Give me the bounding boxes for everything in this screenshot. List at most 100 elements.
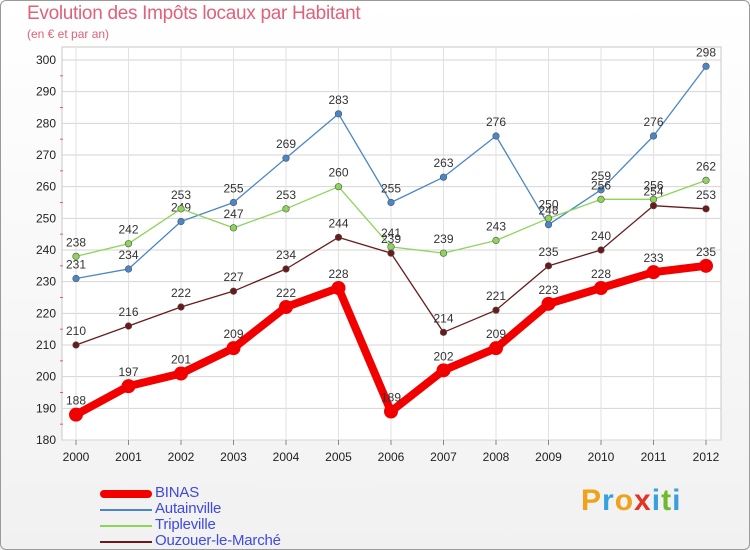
legend-item-binas: BINAS — [100, 484, 340, 502]
data-label-binas: 209 — [223, 327, 243, 341]
data-label-autainville: 283 — [328, 93, 348, 107]
x-tick-label: 2009 — [535, 450, 562, 464]
data-label-binas: 201 — [171, 353, 191, 367]
data-label-tripleville: 242 — [118, 223, 138, 237]
data-point-autainville — [334, 110, 343, 118]
proxiti-logo: Proxiti — [581, 484, 681, 518]
data-label-tripleville: 253 — [171, 188, 191, 202]
x-tick-label: 2005 — [325, 450, 352, 464]
data-point-tripleville — [334, 183, 343, 191]
data-point-ouzouer-le-march- — [702, 205, 710, 213]
x-tick-label: 2001 — [115, 450, 142, 464]
legend: BINAS Autainville Tripleville Ouzouer-le… — [100, 484, 340, 550]
data-point-binas — [646, 265, 661, 280]
logo-letter: P — [581, 484, 603, 517]
chart-title: Evolution des Impôts locaux par Habitant — [27, 3, 361, 24]
legend-item-autainville: Autainville — [100, 500, 340, 518]
data-point-ouzouer-le-march- — [229, 287, 238, 295]
data-point-ouzouer-le-march- — [544, 262, 553, 270]
data-point-ouzouer-le-march- — [597, 246, 605, 254]
data-label-binas: 233 — [643, 251, 663, 265]
data-label-ouzouer-le-march-: 216 — [118, 305, 138, 319]
data-label-binas: 202 — [433, 349, 453, 363]
data-label-binas: 235 — [696, 245, 716, 259]
data-point-autainville — [124, 265, 133, 273]
data-label-autainville: 248 — [538, 204, 558, 218]
logo-letter: o — [614, 484, 635, 517]
data-label-tripleville: 250 — [538, 197, 558, 211]
data-point-binas — [384, 404, 398, 419]
data-label-binas: 188 — [66, 394, 86, 408]
y-tick-label: 180 — [36, 433, 56, 447]
data-label-tripleville: 239 — [433, 232, 453, 246]
data-point-ouzouer-le-march- — [334, 233, 343, 241]
legend-swatch-tripleville — [100, 525, 152, 527]
data-point-autainville — [282, 154, 290, 162]
legend-item-tripleville: Tripleville — [100, 516, 340, 534]
data-point-binas — [69, 407, 83, 422]
data-label-ouzouer-le-march-: 210 — [66, 324, 86, 338]
data-point-autainville — [702, 62, 710, 70]
data-label-tripleville: 238 — [66, 235, 86, 249]
data-point-tripleville — [124, 240, 133, 248]
data-label-autainville: 276 — [643, 115, 663, 129]
data-point-binas — [279, 300, 293, 314]
data-point-autainville — [649, 132, 658, 140]
data-label-ouzouer-le-march-: 235 — [538, 245, 558, 259]
data-point-ouzouer-le-march- — [124, 322, 133, 330]
data-point-ouzouer-le-march- — [439, 328, 448, 336]
data-label-binas: 222 — [276, 286, 296, 300]
y-tick-label: 290 — [36, 85, 56, 99]
legend-label: Tripleville — [155, 516, 216, 533]
data-label-autainville: 269 — [276, 137, 296, 151]
legend-label: BINAS — [155, 484, 200, 501]
data-label-binas: 189 — [381, 391, 401, 405]
data-point-autainville — [439, 173, 448, 181]
data-point-autainville — [72, 274, 80, 283]
data-point-ouzouer-le-march- — [387, 249, 395, 257]
data-point-ouzouer-le-march- — [492, 306, 500, 314]
data-label-binas: 228 — [328, 267, 348, 281]
data-point-autainville — [492, 132, 500, 140]
data-label-autainville: 276 — [486, 115, 506, 129]
x-tick-label: 2000 — [63, 450, 90, 464]
data-point-binas — [174, 366, 188, 381]
data-point-autainville — [544, 221, 553, 229]
data-point-binas — [226, 341, 241, 356]
y-tick-label: 210 — [36, 338, 56, 352]
y-tick-label: 250 — [36, 211, 56, 225]
data-label-tripleville: 253 — [276, 188, 296, 202]
y-tick-label: 240 — [36, 243, 56, 257]
data-label-ouzouer-le-march-: 214 — [433, 311, 453, 325]
data-point-tripleville — [544, 214, 553, 222]
data-label-ouzouer-le-march-: 227 — [223, 270, 243, 284]
x-tick-label: 2010 — [588, 450, 615, 464]
logo-letter: r — [602, 484, 615, 517]
y-tick-label: 230 — [36, 275, 56, 289]
data-label-tripleville: 256 — [591, 178, 611, 192]
data-label-ouzouer-le-march-: 253 — [696, 188, 716, 202]
y-tick-label: 270 — [36, 148, 56, 162]
data-point-ouzouer-le-march- — [177, 303, 185, 311]
data-point-binas — [331, 281, 346, 295]
data-point-tripleville — [177, 205, 185, 213]
legend-swatch-autainville — [100, 509, 152, 511]
legend-swatch-binas — [100, 490, 152, 498]
y-tick-label: 260 — [36, 180, 56, 194]
data-label-tripleville: 262 — [696, 159, 716, 173]
data-point-tripleville — [72, 252, 80, 260]
chart-subtitle: (en € et par an) — [27, 27, 110, 41]
x-tick-label: 2003 — [220, 450, 247, 464]
x-tick-label: 2011 — [641, 450, 667, 464]
data-point-tripleville — [492, 236, 500, 245]
data-label-autainville: 263 — [433, 156, 453, 170]
x-tick-label: 2007 — [430, 450, 457, 464]
logo-letter: i — [651, 484, 662, 517]
y-tick-label: 300 — [36, 53, 56, 67]
data-label-ouzouer-le-march-: 244 — [328, 216, 348, 230]
data-label-ouzouer-le-march-: 221 — [486, 289, 506, 303]
y-tick-label: 190 — [36, 401, 56, 415]
data-point-tripleville — [597, 195, 605, 203]
data-point-binas — [121, 379, 136, 394]
data-point-tripleville — [439, 249, 448, 257]
